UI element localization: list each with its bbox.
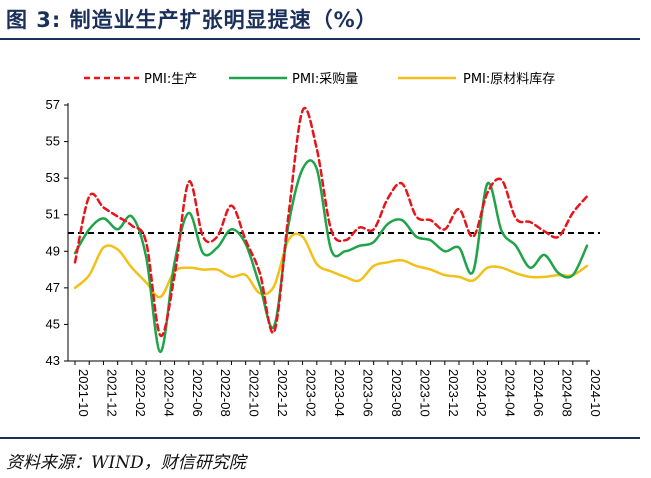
x-tick-label: 2024-08 [560,369,575,417]
x-tick-label: 2022-06 [190,369,205,417]
legend-purchase-label: PMI:采购量 [292,71,358,87]
x-tick-label: 2022-10 [247,369,262,417]
series-raw-inventory-line [73,232,589,299]
line-chart: PMI:生产 PMI:采购量 PMI:原材料库存 43 45 47 49 51 53 55 57 2… [46,71,603,417]
plot-area: 43 45 47 49 51 53 55 57 2021-10 2021-12 2022-02 202… [46,97,603,417]
y-tick-label: 49 [46,243,60,258]
page-title: 图 3: 制造业生产扩张明显提速（%） [6,8,378,32]
x-tick-label: 2024-06 [531,369,546,417]
source-note: 资料来源：WIND，财信研究院 [6,453,246,473]
y-tick-label: 51 [46,207,60,222]
x-tick-label: 2024-04 [503,369,518,417]
x-tick-label: 2023-10 [417,369,432,417]
series-production-line [73,106,589,337]
bottom-divider [0,437,640,439]
y-tick-label: 43 [46,353,60,368]
x-tick-label: 2022-02 [133,369,148,417]
x-tick-label: 2024-02 [474,369,489,417]
y-tick-label: 47 [46,280,60,295]
top-divider [0,38,640,40]
legend: PMI:生产 PMI:采购量 PMI:原材料库存 [84,71,555,87]
series-purchase-line [73,159,589,354]
y-tick-label: 53 [46,170,60,185]
x-tick-label: 2022-12 [275,369,290,417]
title-bar: 图 3: 制造业生产扩张明显提速（%） [0,0,651,40]
x-tick-label: 2021-10 [76,369,91,417]
x-tick-label: 2023-08 [389,369,404,417]
x-tick-label: 2023-02 [304,369,319,417]
x-tick-label: 2023-04 [332,369,347,417]
x-tick-label: 2022-04 [161,369,176,417]
y-tick-label: 57 [46,97,60,112]
legend-raw-inventory-label: PMI:原材料库存 [463,71,555,87]
y-tick-label: 45 [46,316,60,331]
x-tick-label: 2023-06 [360,369,375,417]
y-tick-label: 55 [46,134,60,149]
x-tick-label: 2021-12 [104,369,119,417]
legend-production-label: PMI:生产 [144,72,197,87]
x-tick-label: 2022-08 [218,369,233,417]
x-tick-label: 2024-10 [588,369,603,417]
x-tick-label: 2023-12 [446,369,461,417]
